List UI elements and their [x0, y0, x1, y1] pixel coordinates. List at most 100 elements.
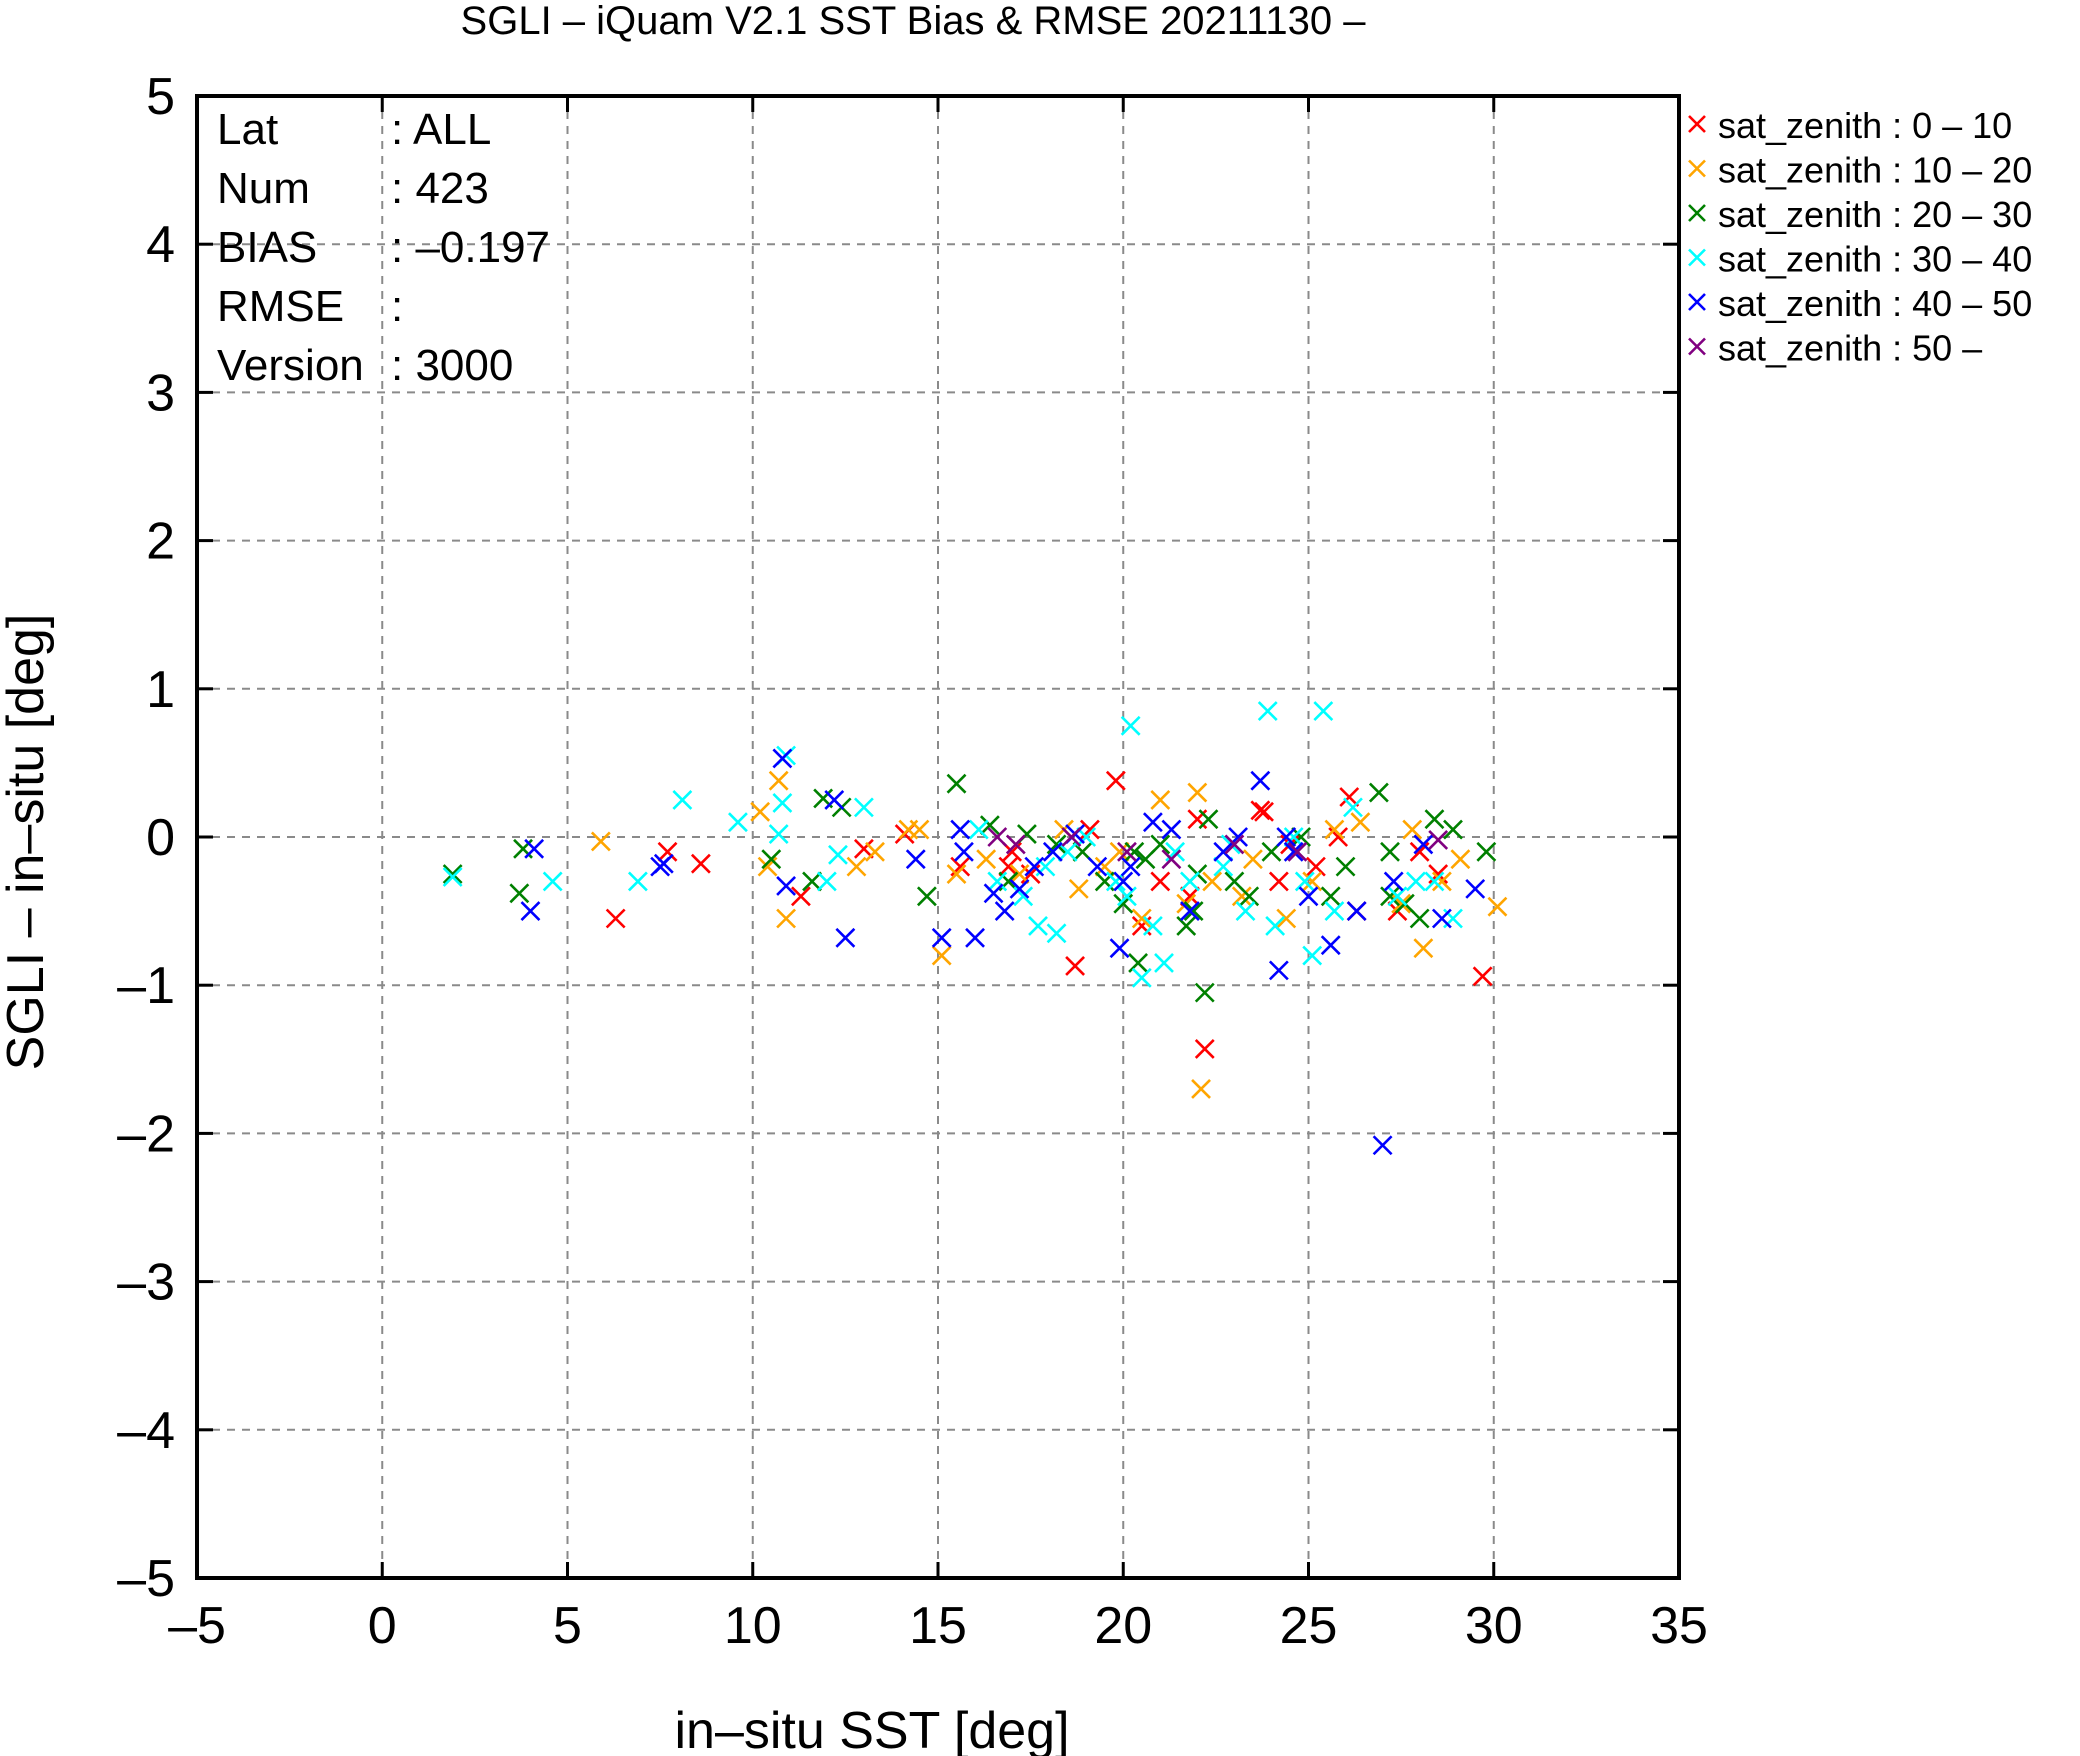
stat-key: RMSE — [217, 282, 344, 331]
x-tick-label: 25 — [1280, 1597, 1338, 1655]
data-point-series-4 — [772, 792, 793, 813]
data-point-series-1 — [1339, 787, 1360, 807]
data-point-series-2 — [1276, 908, 1297, 929]
data-point-series-4 — [853, 797, 874, 818]
data-point-series-4 — [1424, 871, 1445, 892]
y-axis-label: SGLI – in–situ [deg] — [0, 614, 55, 1071]
data-point-series-3 — [509, 883, 530, 904]
data-point-series-4 — [1406, 871, 1426, 892]
data-point-series-4 — [1154, 953, 1174, 973]
data-point-series-4 — [1057, 841, 1078, 862]
legend-marker — [1688, 159, 1706, 178]
data-point-series-4 — [828, 844, 848, 865]
data-point-series-1 — [657, 841, 678, 862]
data-point-series-2 — [1202, 871, 1223, 892]
data-point-series-2 — [1191, 1079, 1211, 1099]
data-point-series-5 — [1161, 819, 1182, 840]
data-point-series-5 — [520, 901, 541, 922]
data-point-series-3 — [1476, 841, 1497, 862]
data-point-series-4 — [968, 819, 989, 840]
data-point-series-3 — [1409, 908, 1430, 929]
data-point-series-3 — [1443, 819, 1463, 840]
data-point-series-6 — [1428, 830, 1449, 850]
gridlines — [197, 96, 1679, 1578]
data-point-series-4 — [442, 867, 463, 887]
data-point-series-3 — [761, 849, 782, 870]
data-point-series-3 — [1198, 809, 1219, 830]
data-point-series-4 — [1117, 886, 1137, 907]
x-tick-label: 35 — [1650, 1597, 1708, 1655]
data-point-series-4 — [728, 812, 748, 833]
stat-key: BIAS — [217, 223, 317, 272]
data-point-series-2 — [1350, 812, 1371, 833]
y-tick-label: –1 — [117, 957, 175, 1015]
data-point-series-3 — [1128, 953, 1148, 973]
data-point-series-4 — [1324, 901, 1345, 922]
data-point-series-6 — [1161, 849, 1182, 870]
data-point-series-5 — [1113, 871, 1134, 892]
stat-key: Lat — [217, 105, 278, 154]
data-point-series-4 — [1283, 827, 1304, 847]
data-point-series-2 — [946, 864, 967, 884]
data-point-series-5 — [772, 748, 793, 769]
data-point-series-5 — [824, 790, 845, 810]
data-point-series-4 — [1180, 871, 1200, 892]
x-tick-label: 10 — [724, 1597, 782, 1655]
data-point-series-4 — [1343, 797, 1363, 818]
stat-key: Version — [217, 341, 364, 390]
data-point-series-6 — [987, 827, 1008, 847]
data-point-series-2 — [909, 819, 930, 840]
data-point-series-2 — [1068, 878, 1089, 899]
data-point-series-2 — [1187, 782, 1208, 803]
data-point-series-5 — [1250, 770, 1271, 791]
data-point-series-5 — [965, 927, 985, 948]
data-point-series-5 — [1268, 960, 1289, 981]
data-point-series-5 — [1042, 841, 1063, 862]
data-point-series-1 — [1105, 770, 1126, 791]
data-point-series-5 — [1383, 871, 1404, 892]
data-point-series-1 — [1305, 856, 1326, 877]
data-point-series-4 — [1131, 967, 1152, 988]
data-point-series-4 — [1265, 916, 1286, 936]
data-point-series-5 — [1180, 901, 1200, 922]
data-point-series-1 — [605, 908, 626, 929]
data-point-series-5 — [1024, 856, 1045, 877]
legend-label: sat_zenith : 10 – 20 — [1718, 150, 2032, 191]
data-point-series-2 — [1324, 819, 1345, 840]
data-point-series-3 — [979, 815, 1000, 836]
data-point-series-6 — [1287, 841, 1308, 862]
data-point-series-2 — [931, 945, 952, 966]
x-tick-label: 5 — [553, 1597, 582, 1655]
data-point-series-6 — [1224, 834, 1245, 855]
data-point-series-5 — [931, 927, 952, 948]
data-point-series-3 — [1380, 841, 1400, 862]
data-point-series-4 — [627, 871, 648, 892]
y-tick-label: 4 — [146, 216, 175, 274]
data-point-series-6 — [1061, 827, 1082, 847]
data-point-series-5 — [994, 901, 1015, 922]
data-point-series-4 — [1294, 871, 1315, 892]
data-point-series-2 — [1431, 871, 1452, 892]
data-point-series-5 — [1283, 841, 1304, 862]
y-tick-label: –3 — [117, 1254, 175, 1312]
data-point-series-5 — [653, 853, 674, 874]
data-point-series-3 — [916, 886, 937, 907]
stat-value: : ALL — [391, 105, 491, 154]
data-point-series-3 — [946, 773, 967, 794]
data-point-series-5 — [950, 819, 971, 840]
stat-value: : 423 — [391, 164, 489, 213]
data-point-series-4 — [1076, 827, 1097, 847]
x-axis-label: in–situ SST [deg] — [674, 1702, 1069, 1756]
y-tick-label: 0 — [146, 809, 175, 867]
x-tick-label: 20 — [1094, 1597, 1152, 1655]
data-point-series-2 — [846, 856, 867, 877]
data-point-series-5 — [524, 838, 545, 859]
data-point-series-2 — [1131, 908, 1152, 929]
data-point-series-5 — [1413, 834, 1434, 855]
data-point-series-3 — [1194, 982, 1215, 1003]
data-point-series-1 — [790, 886, 811, 907]
data-point-series-2 — [750, 801, 771, 822]
data-point-series-6 — [1117, 841, 1137, 862]
